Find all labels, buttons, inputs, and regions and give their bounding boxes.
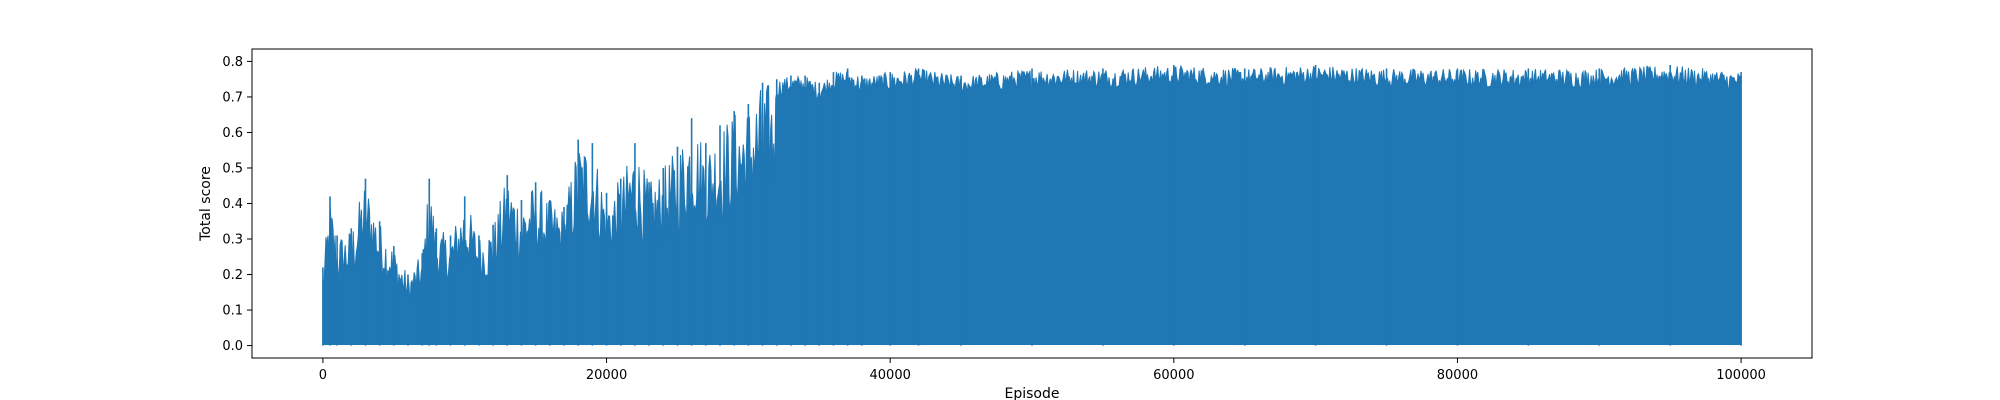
y-tick-label: 0.5 bbox=[222, 161, 243, 176]
y-tick-label: 0.4 bbox=[222, 197, 243, 212]
x-tick-label: 60000 bbox=[1153, 368, 1194, 383]
y-tick-label: 0.1 bbox=[222, 304, 243, 319]
y-tick-label: 0.0 bbox=[222, 339, 243, 354]
y-tick-label: 0.2 bbox=[222, 268, 243, 283]
x-axis: 0 20000 40000 60000 80000 100000 bbox=[319, 358, 1766, 383]
x-tick-label: 20000 bbox=[586, 368, 627, 383]
y-tick-label: 0.3 bbox=[222, 233, 243, 248]
x-tick-label: 80000 bbox=[1437, 368, 1478, 383]
y-axis: 0.0 0.1 0.2 0.3 0.4 0.5 0.6 0.7 0.8 bbox=[222, 55, 252, 354]
x-tick-label: 0 bbox=[319, 368, 327, 383]
x-tick-label: 100000 bbox=[1716, 368, 1766, 383]
y-tick-label: 0.6 bbox=[222, 126, 243, 141]
y-tick-label: 0.7 bbox=[222, 90, 243, 105]
y-axis-label: Total score bbox=[198, 166, 214, 242]
x-tick-label: 40000 bbox=[870, 368, 911, 383]
y-tick-label: 0.8 bbox=[222, 55, 243, 70]
plot-area bbox=[322, 64, 1742, 346]
x-axis-label: Episode bbox=[1005, 386, 1060, 400]
